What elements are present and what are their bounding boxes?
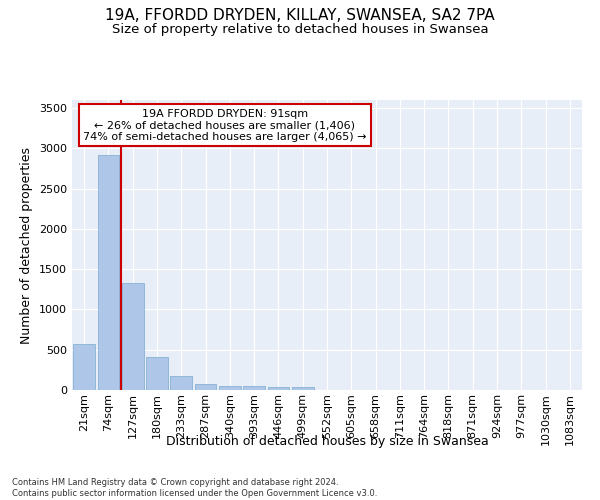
Bar bbox=[170, 376, 192, 390]
Text: Contains HM Land Registry data © Crown copyright and database right 2024.
Contai: Contains HM Land Registry data © Crown c… bbox=[12, 478, 377, 498]
Bar bbox=[219, 386, 241, 390]
Bar bbox=[73, 344, 95, 390]
Bar bbox=[146, 356, 168, 390]
Text: Distribution of detached houses by size in Swansea: Distribution of detached houses by size … bbox=[166, 435, 488, 448]
Text: 19A, FFORDD DRYDEN, KILLAY, SWANSEA, SA2 7PA: 19A, FFORDD DRYDEN, KILLAY, SWANSEA, SA2… bbox=[105, 8, 495, 22]
Bar bbox=[97, 155, 119, 390]
Text: 19A FFORDD DRYDEN: 91sqm
← 26% of detached houses are smaller (1,406)
74% of sem: 19A FFORDD DRYDEN: 91sqm ← 26% of detach… bbox=[83, 108, 367, 142]
Bar bbox=[194, 384, 217, 390]
Bar bbox=[268, 387, 289, 390]
Bar bbox=[292, 387, 314, 390]
Text: Size of property relative to detached houses in Swansea: Size of property relative to detached ho… bbox=[112, 22, 488, 36]
Bar bbox=[122, 283, 143, 390]
Y-axis label: Number of detached properties: Number of detached properties bbox=[20, 146, 34, 344]
Bar bbox=[243, 386, 265, 390]
